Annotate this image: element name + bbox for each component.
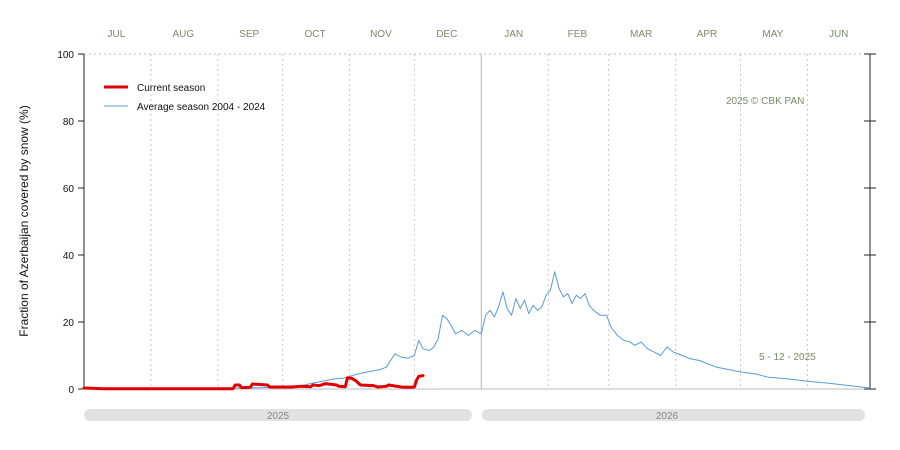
y-axis-label: Fraction of Azerbaijan covered by snow (…	[17, 105, 31, 336]
month-label: FEB	[568, 29, 588, 40]
month-label: NOV	[370, 29, 392, 40]
year-bar-2025	[84, 409, 472, 421]
y-ticks: 0 20 40 60 80 100	[57, 50, 876, 396]
grid	[150, 54, 808, 389]
series-line-average-season	[83, 271, 871, 390]
month-label: OCT	[304, 29, 325, 40]
y-tick-label: 40	[63, 251, 75, 262]
year-bars: 2025 2026	[84, 409, 865, 422]
y-tick-label: 100	[57, 50, 74, 61]
month-label: APR	[697, 29, 718, 40]
legend-label-current-season: Current season	[137, 83, 205, 94]
month-label: JAN	[504, 29, 523, 40]
year-label-2025: 2025	[267, 411, 290, 422]
month-label: MAR	[630, 29, 652, 40]
month-label: JUN	[829, 29, 848, 40]
y-tick-label: 0	[68, 385, 74, 396]
month-label: JUL	[107, 29, 125, 40]
legend-label-average-season: Average season 2004 - 2024	[137, 102, 266, 113]
month-labels: JUL AUG SEP OCT NOV DEC JAN FEB MAR APR MAY JUN	[107, 29, 848, 40]
month-label: MAY	[762, 29, 783, 40]
month-label: AUG	[172, 29, 194, 40]
year-bar-2026	[482, 409, 865, 421]
year-label-2026: 2026	[656, 411, 679, 422]
series-layer	[82, 271, 871, 391]
month-label: DEC	[436, 29, 457, 40]
date-note: 5 - 12 - 2025	[759, 352, 816, 363]
month-label: SEP	[239, 29, 259, 40]
y-tick-label: 80	[63, 117, 75, 128]
legend: Current season Average season 2004 - 202…	[104, 83, 266, 113]
y-tick-label: 60	[63, 184, 75, 195]
credit-label: 2025 © CBK PAN	[726, 96, 804, 107]
series-line-current-season	[82, 374, 425, 391]
y-tick-label: 20	[63, 318, 75, 329]
